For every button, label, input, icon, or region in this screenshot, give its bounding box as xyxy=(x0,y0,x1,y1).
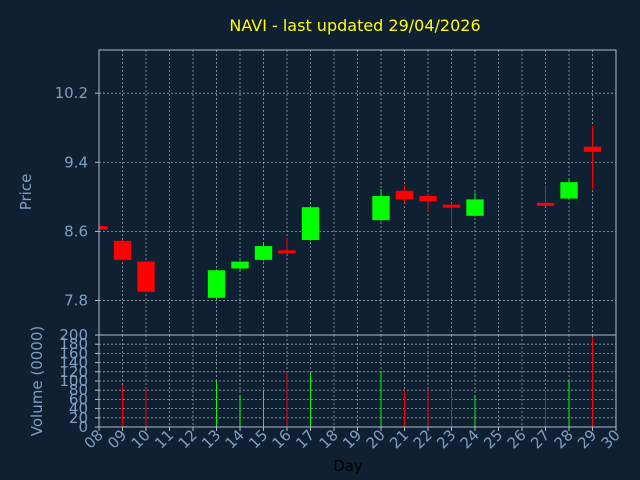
volume-tick-label: 140 xyxy=(59,354,88,372)
candle xyxy=(207,269,226,299)
candle-body xyxy=(560,182,578,199)
candle xyxy=(536,185,555,207)
price-tick-label: 10.2 xyxy=(55,84,88,102)
candle-body xyxy=(372,195,390,221)
price-candles xyxy=(98,126,602,299)
candle-body xyxy=(231,261,249,269)
candle xyxy=(254,242,273,261)
volume-tick-label: 100 xyxy=(59,372,88,390)
volume-tick-label: 40 xyxy=(69,400,88,418)
candle xyxy=(583,126,602,190)
candle-body xyxy=(137,261,155,292)
volume-tick-label: 120 xyxy=(59,363,88,381)
candle xyxy=(113,240,132,261)
price-tick-label: 7.8 xyxy=(64,291,88,309)
candle xyxy=(560,178,578,200)
candle xyxy=(278,238,296,254)
candle-body xyxy=(466,199,484,216)
price-axis-ticks: 7.8 8.6 9.4 10.2 xyxy=(55,84,99,309)
volume-tick-label: 200 xyxy=(59,326,88,344)
candle-body xyxy=(278,250,296,254)
candle xyxy=(137,260,155,293)
candle-body xyxy=(99,226,108,230)
candle-body xyxy=(536,202,555,206)
price-panel-grid xyxy=(99,50,616,335)
volume-tick-label: 180 xyxy=(59,335,88,353)
volume-tick-label: 160 xyxy=(59,344,88,362)
candle-body xyxy=(442,204,461,208)
candle xyxy=(231,260,249,272)
candle-body xyxy=(419,195,437,202)
volume-tick-label: 0 xyxy=(78,418,88,436)
candle-body xyxy=(583,146,602,152)
candle xyxy=(98,226,108,230)
candle xyxy=(466,192,484,217)
day-axis-ticks: 0809101112131415161718192021222324252627… xyxy=(81,426,624,452)
candle xyxy=(442,202,461,226)
volume-tick-label: 20 xyxy=(69,409,88,427)
candle-body xyxy=(395,190,414,200)
volume-bars xyxy=(122,337,593,427)
candle-body xyxy=(207,270,226,298)
chart-title: NAVI - last updated 29/04/2026 xyxy=(229,16,480,35)
day-axis-label: Day xyxy=(333,457,363,475)
candle xyxy=(372,189,390,221)
candle-body xyxy=(254,246,273,260)
price-tick-label: 8.6 xyxy=(64,222,88,240)
candle xyxy=(419,193,437,212)
candle-body xyxy=(113,240,132,260)
candle xyxy=(395,185,414,203)
candle xyxy=(301,206,320,241)
volume-axis-label: Volume (0000) xyxy=(28,326,46,436)
volume-tick-label: 80 xyxy=(69,381,88,399)
price-axis-label: Price xyxy=(17,174,35,211)
candle-body xyxy=(301,207,320,240)
price-tick-label: 9.4 xyxy=(64,153,88,171)
volume-tick-label: 60 xyxy=(69,390,88,408)
